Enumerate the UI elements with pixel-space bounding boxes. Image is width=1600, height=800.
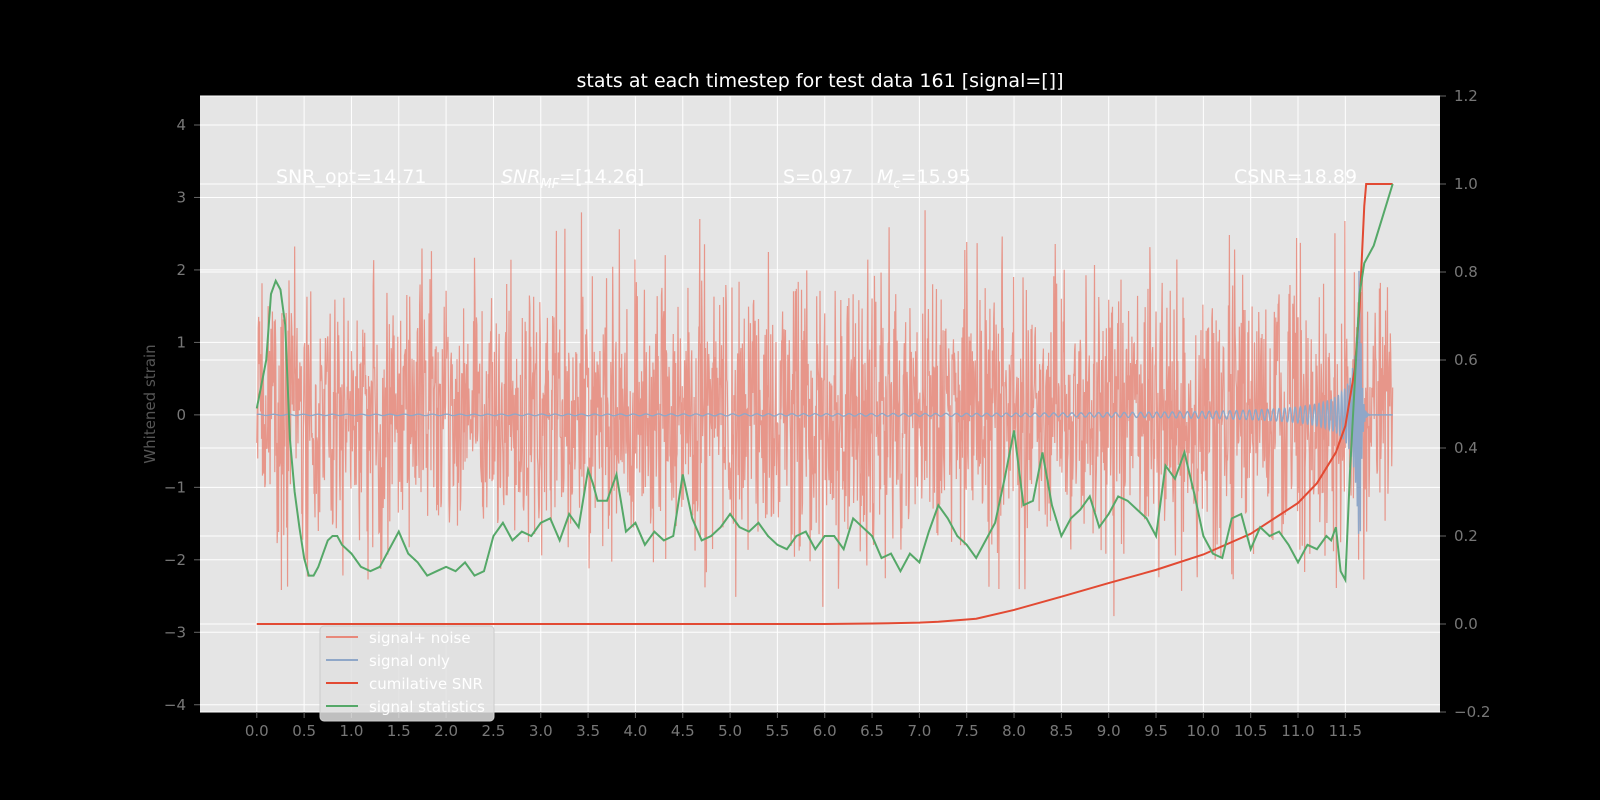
annotation-snr-mf-subscript: MF: [540, 177, 559, 192]
series-signal-only-line: [256, 270, 1393, 534]
legend-label-cumulative-snr: cumilative SNR: [369, 675, 483, 693]
y-tick-label: 1: [176, 333, 186, 351]
y2-tick-label: 0.4: [1454, 439, 1478, 457]
annotations: SNR_opt=14.71 SNRMF=[14.26] S=0.97 Mc=15…: [276, 166, 1357, 192]
series-cumulative-snr-line: [256, 183, 1393, 625]
x-tick-label: 3.0: [529, 722, 553, 740]
y2-tick-label: 0.0: [1454, 615, 1478, 633]
x-tick-label: 9.5: [1144, 722, 1168, 740]
axes: 0.0 0.5 1.0 1.5 2.0 2.5 3.0 3.5 4.0 4.5 5.0 5.5 6.0 6…: [164, 87, 1491, 740]
x-tick-label: 4.5: [671, 722, 695, 740]
y-tick-label: 2: [176, 261, 186, 279]
legend-label-signal-plus-noise: signal+ noise: [369, 629, 471, 647]
y-tick-label: 3: [176, 188, 186, 206]
x-tick-label: 8.5: [1049, 722, 1073, 740]
annotation-mc: Mc=15.95: [877, 166, 971, 192]
x-tick-label: 5.0: [718, 722, 742, 740]
x-tick-label: 5.5: [765, 722, 789, 740]
x-tick-label: 11.0: [1281, 722, 1314, 740]
annotation-csnr: CSNR=18.89: [1234, 166, 1357, 188]
chart-title: stats at each timestep for test data 161…: [576, 70, 1063, 92]
annotation-mc-symbol: M: [877, 166, 893, 188]
x-tick-label: 2.0: [434, 722, 458, 740]
y-tick-label: 4: [176, 116, 186, 134]
y2-tick-label: 1.2: [1454, 87, 1478, 105]
y2-tick-label: −0.2: [1454, 703, 1490, 721]
series-signal-statistics-line: [255, 183, 1394, 584]
y-tick-label: −2: [164, 551, 186, 569]
y-tick-label: −1: [164, 478, 186, 496]
y2-tick-label: 0.8: [1454, 263, 1478, 281]
annotation-snr-mf: SNRMF=[14.26]: [501, 166, 644, 192]
y-tick-label: 0: [176, 406, 186, 424]
x-tick-label: 6.5: [860, 722, 884, 740]
x-tick-label: 11.5: [1329, 722, 1362, 740]
x-tick-label: 4.0: [623, 722, 647, 740]
x-tick-label: 0.0: [245, 722, 269, 740]
x-tick-label: 8.0: [1002, 722, 1026, 740]
series-signal-plus-noise-line: [256, 210, 1394, 617]
x-tick-label: 7.5: [955, 722, 979, 740]
x-tick-label: 9.0: [1097, 722, 1121, 740]
legend-label-signal-statistics: signal statistics: [369, 698, 485, 716]
y-tick-label: −3: [164, 623, 186, 641]
x-tick-label: 3.5: [576, 722, 600, 740]
y-axis-label: Whitened strain: [141, 344, 159, 463]
annotation-snr-opt: SNR_opt=14.71: [276, 166, 426, 188]
legend-label-signal-only: signal only: [369, 652, 450, 670]
annotation-mc-subscript: c: [893, 177, 900, 192]
x-tick-label: 10.5: [1234, 722, 1267, 740]
legend-box: [319, 625, 495, 722]
x-tick-label: 7.0: [907, 722, 931, 740]
y2-tick-label: 0.6: [1454, 351, 1478, 369]
series-signal-only: [256, 270, 1393, 534]
x-tick-label: 10.0: [1187, 722, 1220, 740]
series-signal-statistics: [255, 183, 1394, 584]
series-cumulative-snr: [256, 183, 1393, 625]
x-tick-label: 0.5: [292, 722, 316, 740]
y2-tick-label: 1.0: [1454, 175, 1478, 193]
y-tick-label: −4: [164, 696, 186, 714]
x-tick-label: 6.0: [813, 722, 837, 740]
x-tick-label: 2.5: [482, 722, 506, 740]
series-signal-plus-noise: [256, 210, 1394, 617]
legend: signal+ noise signal only cumilative SNR…: [319, 625, 495, 722]
annotation-snr-mf-symbol: SNR: [501, 166, 540, 188]
annotation-mc-value: =15.95: [901, 166, 971, 188]
x-tick-label: 1.5: [387, 722, 411, 740]
annotation-s-value: S=0.97: [783, 166, 853, 188]
x-tick-label: 1.0: [340, 722, 364, 740]
annotation-snr-mf-value: =[14.26]: [559, 166, 644, 188]
y2-tick-label: 0.2: [1454, 527, 1478, 545]
